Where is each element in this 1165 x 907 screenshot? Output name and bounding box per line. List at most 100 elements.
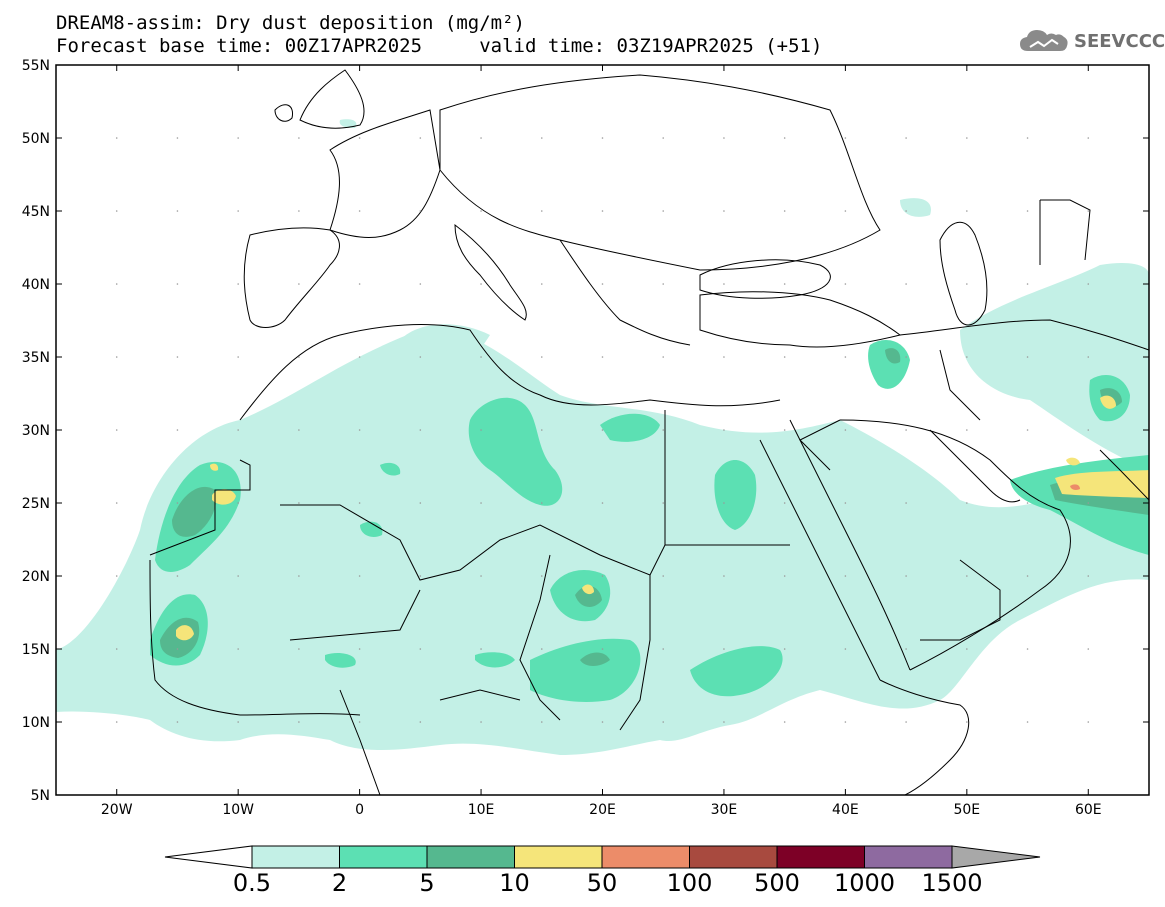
lon-tick-label: 20E bbox=[589, 802, 616, 818]
grid-dot bbox=[1026, 210, 1029, 212]
grid-dot bbox=[905, 429, 907, 431]
lat-tick-label: 30N bbox=[22, 423, 50, 439]
grid-dot bbox=[723, 356, 725, 358]
grid-dot bbox=[176, 356, 179, 358]
seevccc-logo: SEEVCCC bbox=[1018, 26, 1165, 56]
grid-dot bbox=[1087, 502, 1090, 504]
grid-dot bbox=[1026, 137, 1029, 139]
grid-dot bbox=[783, 283, 786, 285]
grid-dot bbox=[601, 429, 604, 431]
lat-tick-label: 15N bbox=[22, 642, 50, 658]
grid-dot bbox=[966, 502, 968, 504]
legend-label: 2 bbox=[332, 869, 347, 897]
lat-tick-label: 50N bbox=[22, 131, 50, 147]
legend-label: 5 bbox=[419, 869, 434, 897]
grid-dot bbox=[176, 429, 179, 431]
grid-dot bbox=[844, 283, 847, 285]
grid-dot bbox=[480, 283, 482, 285]
grid-dot bbox=[905, 283, 907, 285]
grid-dot bbox=[1026, 283, 1029, 285]
grid-dot bbox=[115, 429, 118, 431]
grid-dot bbox=[723, 648, 725, 650]
grid-dot bbox=[237, 429, 239, 431]
lon-tick-label: 10E bbox=[468, 802, 495, 818]
grid-dot bbox=[905, 137, 907, 139]
grid-dot bbox=[966, 429, 968, 431]
grid-dot bbox=[844, 502, 847, 504]
grid-dot bbox=[966, 137, 968, 139]
grid-dot bbox=[844, 721, 847, 723]
grid-dot bbox=[298, 429, 300, 431]
grid-dot bbox=[115, 648, 118, 650]
grid-dot bbox=[1087, 721, 1090, 723]
grid-dot bbox=[905, 210, 907, 212]
grid-dot bbox=[419, 721, 422, 723]
grid-dot bbox=[966, 648, 968, 650]
grid-dot bbox=[115, 210, 118, 212]
grid-dot bbox=[905, 648, 907, 650]
grid-dot bbox=[358, 283, 361, 285]
grid-dot bbox=[358, 356, 361, 358]
legend-label: 10 bbox=[499, 869, 530, 897]
grid-dot bbox=[298, 648, 300, 650]
lon-tick-label: 0 bbox=[355, 802, 364, 818]
grid-dot bbox=[540, 137, 543, 139]
grid-dot bbox=[358, 429, 361, 431]
grid-dot bbox=[540, 502, 543, 504]
lat-tick-label: 45N bbox=[22, 204, 50, 220]
grid-dot bbox=[419, 283, 422, 285]
grid-dot bbox=[601, 721, 604, 723]
grid-dot bbox=[723, 575, 725, 577]
grid-dot bbox=[1026, 721, 1029, 723]
grid-dot bbox=[905, 356, 907, 358]
grid-dot bbox=[844, 429, 847, 431]
grid-dot bbox=[419, 210, 422, 212]
grid-dot bbox=[783, 429, 786, 431]
legend-low-arrow bbox=[164, 845, 253, 869]
grid-dot bbox=[419, 502, 422, 504]
grid-dot bbox=[237, 283, 239, 285]
lat-tick-label: 25N bbox=[22, 496, 50, 512]
grid-dot bbox=[298, 137, 300, 139]
grid-dot bbox=[844, 137, 847, 139]
lon-tick-label: 20W bbox=[101, 802, 133, 818]
grid-dot bbox=[966, 575, 968, 577]
grid-dot bbox=[540, 210, 543, 212]
grid-dot bbox=[358, 575, 361, 577]
grid-dot bbox=[176, 502, 179, 504]
logo-text: SEEVCCC bbox=[1074, 30, 1165, 52]
grid-dot bbox=[176, 721, 179, 723]
grid-dot bbox=[115, 721, 118, 723]
grid-dot bbox=[540, 648, 543, 650]
grid-dot bbox=[298, 283, 300, 285]
grid-dot bbox=[601, 137, 604, 139]
grid-dot bbox=[662, 502, 665, 504]
grid-dot bbox=[783, 356, 786, 358]
grid-dot bbox=[540, 429, 543, 431]
grid-dot bbox=[783, 575, 786, 577]
grid-dot bbox=[1087, 210, 1090, 212]
legend-swatch bbox=[689, 845, 778, 869]
grid-dot bbox=[783, 210, 786, 212]
grid-dot bbox=[298, 210, 300, 212]
grid-dot bbox=[601, 575, 604, 577]
latitude-axis: 55N 50N 45N 40N 35N 30N 25N 20N 15N 10N 5N bbox=[22, 58, 1149, 804]
grid-dot bbox=[237, 502, 239, 504]
legend-label: 100 bbox=[667, 869, 713, 897]
grid-dot bbox=[115, 575, 118, 577]
grid-dot bbox=[723, 721, 725, 723]
grid-dot bbox=[419, 137, 422, 139]
grid-dot bbox=[966, 721, 968, 723]
grid-dot bbox=[298, 356, 300, 358]
lon-tick-label: 10W bbox=[222, 802, 254, 818]
grid-dot bbox=[480, 356, 482, 358]
grid-dot bbox=[662, 429, 665, 431]
grid-dot bbox=[540, 283, 543, 285]
grid-dot bbox=[358, 137, 361, 139]
grid-dot bbox=[358, 210, 361, 212]
grid-dot bbox=[358, 502, 361, 504]
legend-label: 500 bbox=[754, 869, 800, 897]
grid-dot bbox=[601, 210, 604, 212]
grid-dot bbox=[237, 356, 239, 358]
coastline-borders bbox=[149, 69, 1149, 795]
